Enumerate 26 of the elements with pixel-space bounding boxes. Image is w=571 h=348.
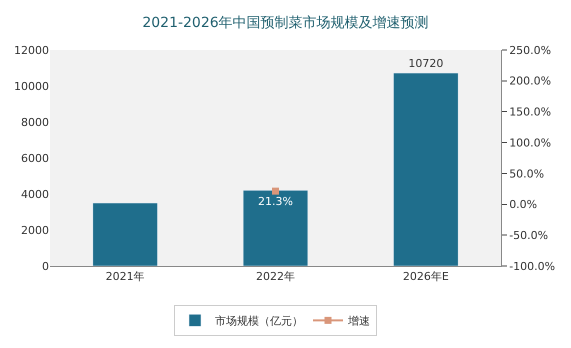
- legend-label: 增速: [347, 314, 370, 328]
- y2-tick-label: 0.0%: [509, 198, 538, 212]
- y2-tick-label: -50.0%: [509, 228, 548, 242]
- bar: [393, 72, 458, 266]
- y2-tick-label: 250.0%: [509, 44, 552, 57]
- legend-label: 市场规模（亿元）: [215, 314, 303, 328]
- bar: [92, 202, 158, 266]
- y2-tick-label: -100.0%: [509, 260, 556, 273]
- bar: [242, 190, 308, 266]
- y-tick-label: 10000: [14, 80, 49, 93]
- data-label: 21.3%: [258, 194, 293, 208]
- y2-tick-label: 200.0%: [509, 74, 552, 88]
- y2-tick-label: 150.0%: [509, 106, 552, 119]
- data-label: 10720: [408, 57, 444, 70]
- y-tick-label: 6000: [21, 152, 49, 165]
- y-tick-label: 4000: [21, 188, 49, 201]
- y-tick-label: 12000: [14, 44, 49, 57]
- y-tick-label: 2000: [21, 224, 49, 237]
- x-tick-label: 2021年: [106, 270, 145, 284]
- y-tick-label: 8000: [21, 116, 49, 129]
- y2-tick-label: 50.0%: [509, 167, 544, 180]
- y-tick-label: 0: [42, 260, 49, 273]
- x-tick-label: 2026年E: [402, 270, 449, 284]
- y2-tick-label: 100.0%: [509, 136, 552, 150]
- x-tick-label: 2022年: [256, 270, 295, 284]
- chart-title: 2021-2026年中国预制菜市场规模及增速预测: [142, 15, 429, 32]
